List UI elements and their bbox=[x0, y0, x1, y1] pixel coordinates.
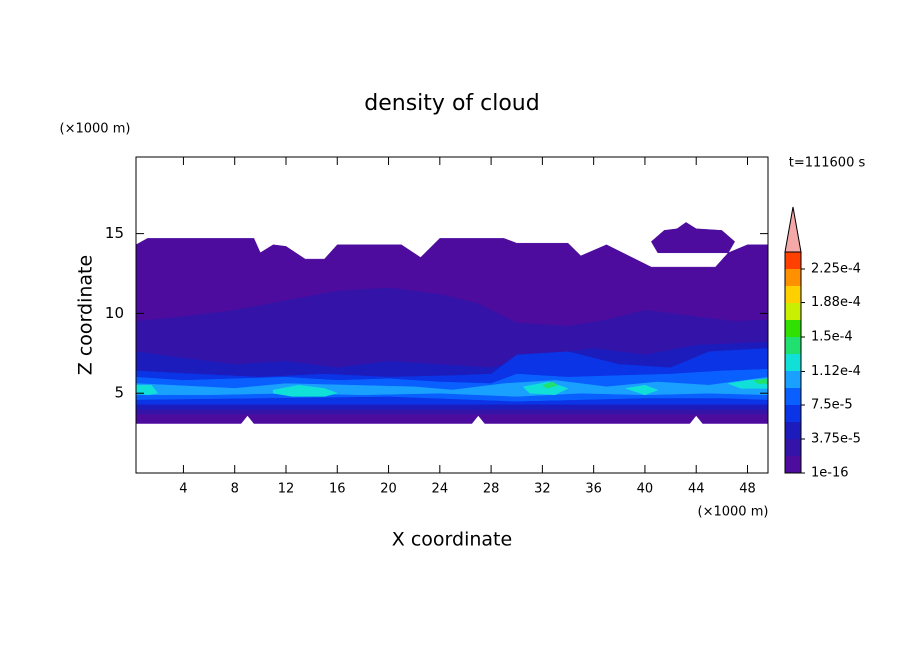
colorbar-frame bbox=[784, 251, 802, 474]
colorbar-tick-label: 1.12e-4 bbox=[811, 364, 861, 379]
x-unit: (×1000 m) bbox=[698, 505, 769, 520]
x-tick-label: 44 bbox=[688, 482, 705, 497]
contour-region bbox=[136, 384, 159, 396]
x-tick-label: 24 bbox=[432, 482, 449, 497]
time-annotation: t=111600 s bbox=[789, 156, 866, 171]
x-tick-label: 48 bbox=[739, 482, 756, 497]
contour-region bbox=[753, 378, 768, 384]
x-tick-label: 36 bbox=[585, 482, 602, 497]
colorbar-tick-label: 3.75e-5 bbox=[811, 432, 861, 447]
x-tick-label: 28 bbox=[483, 482, 500, 497]
colorbar-tick-label: 1.5e-4 bbox=[811, 330, 853, 345]
colorbar-band bbox=[785, 388, 801, 405]
colorbar-band bbox=[785, 371, 801, 388]
colorbar-band bbox=[785, 303, 801, 320]
y-tick-label: 15 bbox=[105, 224, 124, 242]
colorbar-tick-label: 7.5e-5 bbox=[811, 398, 853, 413]
colorbar-band bbox=[785, 269, 801, 286]
x-tick-label: 32 bbox=[534, 482, 551, 497]
x-tick-label: 12 bbox=[278, 482, 295, 497]
colorbar-band bbox=[785, 439, 801, 456]
colorbar-band bbox=[785, 405, 801, 422]
x-tick-label: 20 bbox=[380, 482, 397, 497]
contour-region bbox=[272, 384, 339, 397]
x-tick-label: 8 bbox=[231, 482, 239, 497]
contour-region bbox=[650, 222, 736, 254]
colorbar-band bbox=[785, 422, 801, 439]
x-tick-label: 40 bbox=[637, 482, 654, 497]
colorbar-tick-label: 1e-16 bbox=[811, 466, 849, 481]
colorbar-band bbox=[785, 456, 801, 473]
plot-frame bbox=[135, 156, 769, 474]
y-unit: (×1000 m) bbox=[60, 122, 131, 137]
colorbar-band bbox=[785, 320, 801, 337]
colorbar-extend bbox=[784, 206, 802, 253]
colorbar-band bbox=[785, 354, 801, 371]
colorbar-band bbox=[785, 252, 801, 269]
colorbar-tick-label: 2.25e-4 bbox=[811, 262, 861, 277]
y-axis-label: Z coordinate bbox=[75, 255, 97, 375]
colorbar-band bbox=[785, 286, 801, 303]
plot-area bbox=[136, 222, 768, 424]
colorbar-band bbox=[785, 337, 801, 354]
chart-title: density of cloud bbox=[364, 91, 539, 116]
y-tick-label: 10 bbox=[105, 304, 124, 322]
x-tick-label: 4 bbox=[179, 482, 187, 497]
colorbar-tick-label: 1.88e-4 bbox=[811, 295, 861, 310]
contour-region bbox=[541, 381, 559, 389]
x-axis-label: X coordinate bbox=[392, 529, 512, 551]
y-tick-label: 5 bbox=[114, 384, 124, 402]
x-tick-label: 16 bbox=[329, 482, 346, 497]
contour-region bbox=[625, 384, 659, 396]
